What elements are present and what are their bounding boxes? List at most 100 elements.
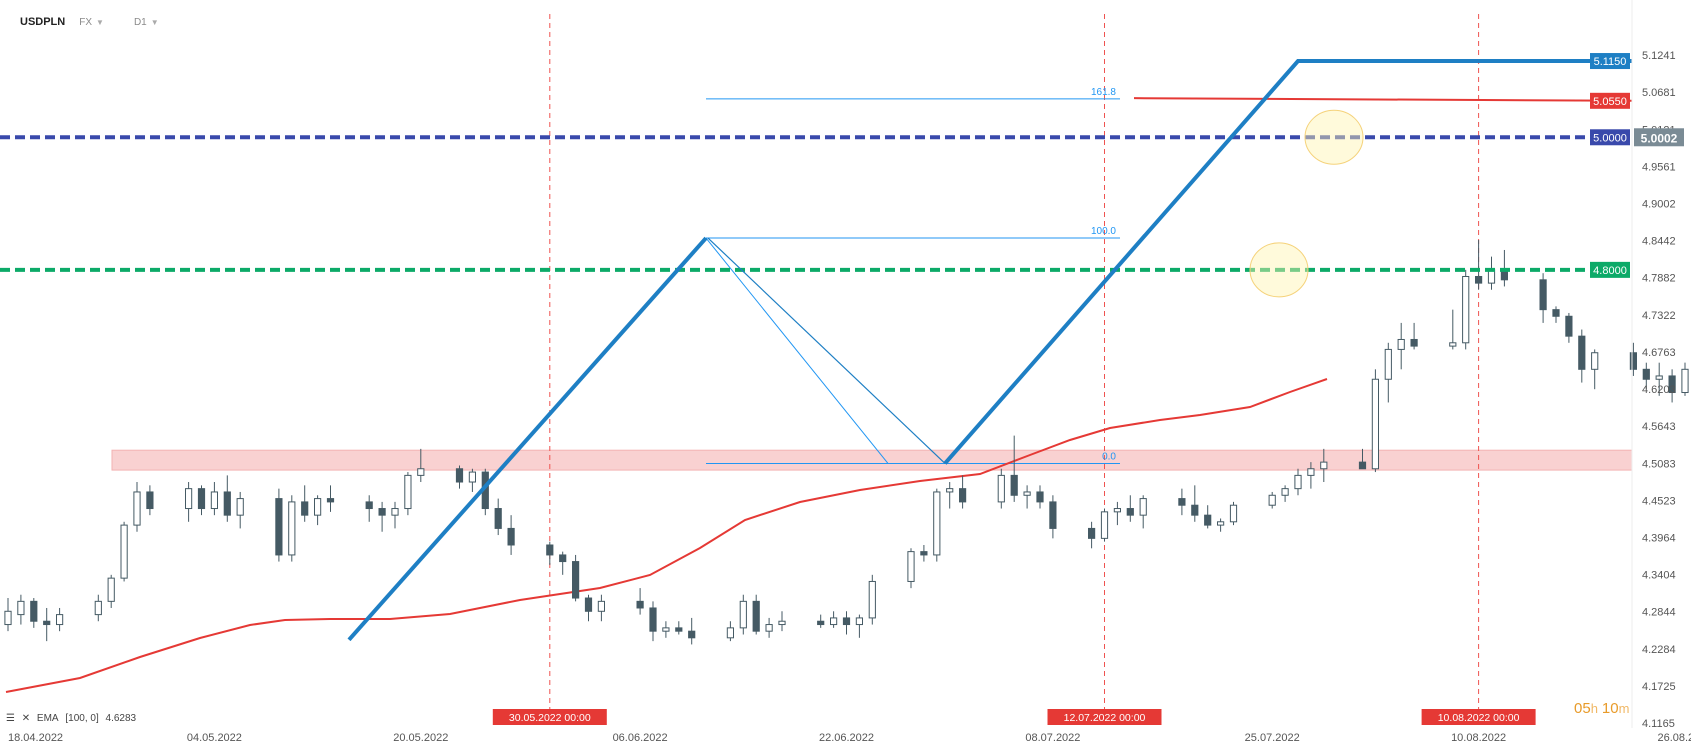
level-price-tag[interactable] — [1590, 261, 1630, 278]
candle[interactable] — [765, 624, 773, 632]
candle[interactable] — [1371, 378, 1380, 470]
candle[interactable] — [1036, 491, 1044, 503]
candle[interactable] — [133, 491, 141, 526]
interval-chevron-down-icon[interactable]: ▼ — [150, 17, 159, 27]
candle[interactable] — [378, 508, 386, 516]
candle[interactable] — [494, 508, 502, 529]
candle[interactable] — [933, 491, 941, 556]
candle[interactable] — [1410, 338, 1418, 347]
candle[interactable] — [1591, 352, 1599, 370]
candle[interactable] — [1668, 375, 1676, 394]
candle[interactable] — [1113, 508, 1122, 513]
candle[interactable] — [507, 527, 515, 546]
event-date-tag[interactable] — [492, 709, 607, 725]
candle[interactable] — [778, 620, 786, 626]
candle[interactable] — [1204, 514, 1212, 526]
ema-line[interactable] — [5, 378, 1328, 693]
candle[interactable] — [946, 488, 954, 493]
candle[interactable] — [185, 488, 193, 510]
candle[interactable] — [1629, 352, 1638, 370]
candle[interactable] — [197, 488, 206, 510]
candle[interactable] — [107, 577, 115, 602]
candle[interactable] — [997, 474, 1005, 503]
candle[interactable] — [636, 600, 644, 609]
candle[interactable] — [1023, 491, 1031, 496]
highlight-circle[interactable] — [1249, 242, 1309, 298]
candle[interactable] — [94, 600, 102, 616]
level-price-tag[interactable] — [1590, 92, 1630, 109]
candle[interactable] — [1462, 275, 1470, 344]
candle[interactable] — [4, 610, 12, 626]
trend-line[interactable] — [347, 236, 708, 642]
candle[interactable] — [326, 498, 335, 503]
candle[interactable] — [907, 551, 915, 582]
event-date-tag[interactable] — [1047, 709, 1162, 725]
symbol-label[interactable]: USDPLN — [20, 16, 66, 28]
candle[interactable] — [830, 617, 838, 626]
candle[interactable] — [288, 501, 296, 556]
candle[interactable] — [1642, 368, 1650, 380]
candle[interactable] — [1307, 468, 1315, 476]
candle[interactable] — [739, 600, 747, 629]
last-price-tag[interactable] — [1634, 128, 1684, 147]
candle[interactable] — [468, 471, 476, 483]
highlight-circle[interactable] — [1304, 109, 1364, 165]
candle[interactable] — [17, 600, 25, 616]
trend-projection[interactable] — [707, 237, 946, 464]
candle[interactable] — [301, 501, 309, 516]
candle[interactable] — [314, 498, 322, 516]
candle[interactable] — [236, 498, 244, 516]
candle[interactable] — [1358, 461, 1367, 470]
candle[interactable] — [1268, 494, 1276, 506]
candle[interactable] — [120, 524, 128, 579]
candle[interactable] — [1475, 275, 1483, 284]
candle[interactable] — [146, 491, 154, 510]
candle[interactable] — [30, 600, 38, 622]
candle[interactable] — [688, 630, 696, 639]
fib-diagonal[interactable] — [705, 237, 889, 464]
candle[interactable] — [675, 627, 683, 632]
candle[interactable] — [1126, 508, 1134, 516]
candle[interactable] — [365, 501, 373, 510]
candle[interactable] — [572, 561, 580, 599]
candle[interactable] — [1655, 375, 1663, 380]
candle[interactable] — [817, 620, 825, 626]
candle[interactable] — [1320, 461, 1328, 470]
candle[interactable] — [1049, 501, 1057, 529]
candle[interactable] — [868, 580, 876, 619]
candle[interactable] — [649, 607, 657, 632]
candle[interactable] — [1578, 335, 1586, 370]
indicator-remove-icon[interactable]: ✕ — [21, 713, 31, 724]
candle[interactable] — [1217, 521, 1225, 526]
candle[interactable] — [391, 508, 399, 516]
target-level-line[interactable] — [1133, 97, 1633, 102]
candle[interactable] — [455, 468, 464, 483]
projection-line[interactable] — [943, 59, 1632, 465]
candle[interactable] — [1191, 504, 1199, 516]
candle[interactable] — [1229, 504, 1238, 523]
candle[interactable] — [1294, 474, 1302, 490]
candle[interactable] — [1100, 511, 1109, 539]
candle[interactable] — [1010, 474, 1018, 496]
candle[interactable] — [1397, 338, 1405, 350]
candle[interactable] — [920, 551, 928, 556]
candle[interactable] — [1681, 368, 1689, 394]
candle[interactable] — [275, 498, 283, 556]
candle[interactable] — [559, 554, 567, 563]
candle[interactable] — [1565, 315, 1573, 337]
candle[interactable] — [1552, 309, 1560, 317]
support-zone[interactable] — [111, 449, 1633, 471]
level-price-tag[interactable] — [1590, 129, 1630, 146]
candle[interactable] — [1088, 527, 1096, 539]
candle[interactable] — [546, 544, 554, 556]
level-price-tag[interactable] — [1590, 53, 1630, 70]
candle[interactable] — [1281, 488, 1289, 496]
candle[interactable] — [417, 468, 425, 476]
candle[interactable] — [752, 600, 760, 632]
candle[interactable] — [662, 627, 670, 632]
candle[interactable] — [1139, 498, 1147, 516]
candle[interactable] — [584, 597, 593, 612]
candle[interactable] — [1539, 279, 1547, 311]
